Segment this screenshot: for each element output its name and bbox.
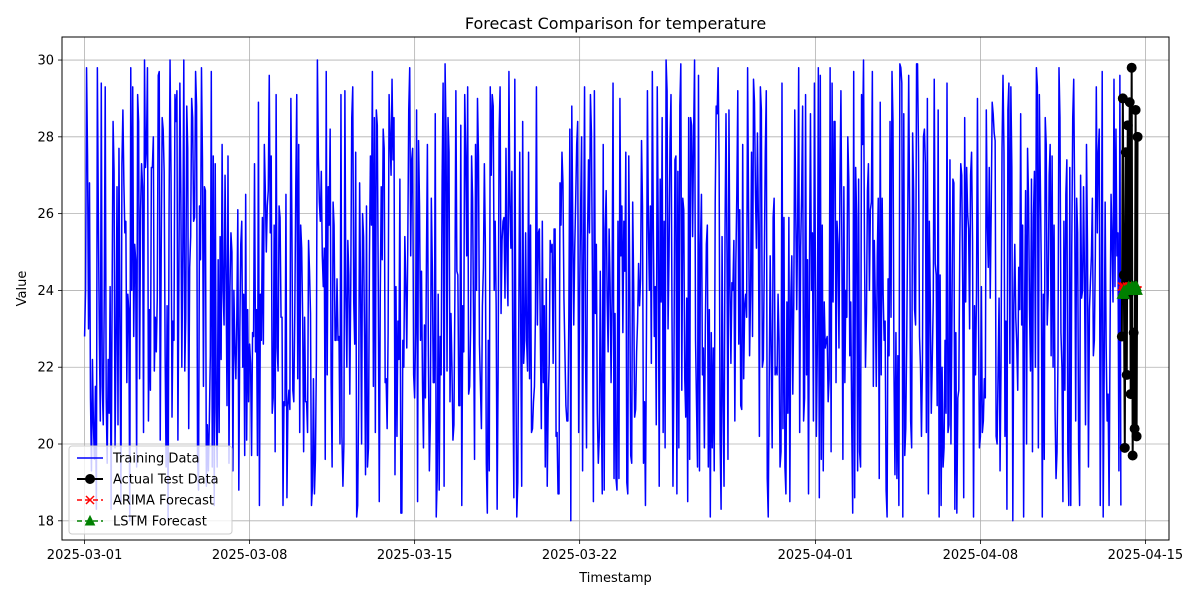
- data-point-lstm-forecast: [1132, 284, 1143, 295]
- x-axis-label: Timestamp: [578, 571, 652, 586]
- x-tick-label: 2025-04-01: [778, 548, 854, 563]
- legend-item-arima-forecast: ARIMA Forecast: [77, 494, 214, 509]
- legend-item-training-data: Training Data: [77, 452, 199, 467]
- y-tick-label: 24: [37, 284, 54, 299]
- legend-item-lstm-forecast: LSTM Forecast: [77, 515, 207, 530]
- data-point-actual-test-data: [1120, 147, 1131, 158]
- data-point-actual-test-data: [1122, 120, 1133, 131]
- legend-label: Actual Test Data: [113, 473, 219, 488]
- data-point-actual-test-data: [1131, 431, 1142, 442]
- legend-label: Training Data: [112, 452, 199, 467]
- x-tick-label: 2025-04-15: [1108, 548, 1184, 563]
- y-tick-label: 18: [37, 514, 54, 529]
- legend-label: ARIMA Forecast: [113, 494, 214, 509]
- legend-marker: [85, 495, 95, 505]
- x-tick-label: 2025-03-15: [377, 548, 453, 563]
- x-tick-label: 2025-03-08: [212, 548, 288, 563]
- chart-title: Forecast Comparison for temperature: [465, 14, 766, 33]
- y-tick-label: 26: [37, 207, 54, 222]
- legend-item-actual-test-data: Actual Test Data: [77, 473, 219, 488]
- y-tick-label: 28: [37, 130, 54, 145]
- legend-label: LSTM Forecast: [113, 515, 207, 530]
- x-tick-label: 2025-04-08: [943, 548, 1019, 563]
- data-point-actual-test-data: [1116, 331, 1127, 342]
- data-point-actual-test-data: [1119, 442, 1130, 453]
- y-axis-label: Value: [15, 271, 30, 307]
- x-axis-ticks: 2025-03-01 2025-03-08 2025-03-15 2025-03-22…: [47, 540, 1183, 563]
- plot-frame: [61, 36, 1170, 541]
- legend-box: [68, 445, 233, 535]
- legend-marker: [84, 514, 96, 526]
- data-point-actual-test-data: [1125, 389, 1136, 400]
- legend: Training Data Actual Test Data ARIMA Forec…: [68, 445, 233, 535]
- series-layer: [83, 59, 1143, 522]
- data-point-actual-test-data: [1132, 131, 1143, 142]
- series-line-training-data: [83, 59, 1122, 522]
- data-point-actual-test-data: [1128, 327, 1139, 338]
- data-point-actual-test-data: [1124, 97, 1135, 108]
- data-point-actual-test-data: [1121, 369, 1132, 380]
- y-tick-label: 30: [37, 54, 54, 69]
- y-tick-label: 22: [37, 361, 54, 376]
- data-point-actual-test-data: [1126, 62, 1137, 73]
- y-axis-ticks: 18 20 22 24 26 28 30: [37, 54, 62, 529]
- legend-marker: [85, 474, 95, 484]
- legend-items: Training Data Actual Test Data ARIMA Forec…: [77, 452, 219, 530]
- x-tick-label: 2025-03-22: [542, 548, 618, 563]
- y-tick-label: 20: [37, 438, 54, 453]
- x-tick-label: 2025-03-01: [47, 548, 123, 563]
- data-point-actual-test-data: [1127, 450, 1138, 461]
- data-point-actual-test-data: [1118, 270, 1129, 281]
- data-point-actual-test-data: [1130, 104, 1141, 115]
- series-lstm-forecast: [1116, 280, 1143, 299]
